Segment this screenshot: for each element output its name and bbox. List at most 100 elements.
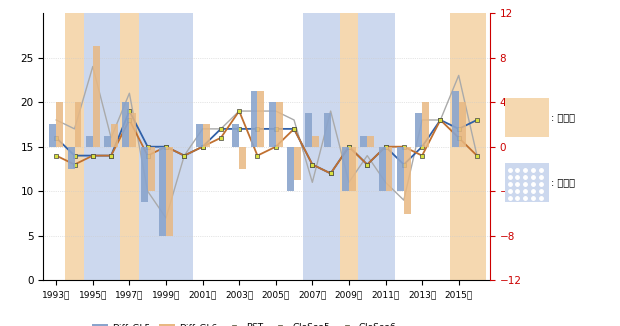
- GloSea5: [309, 163, 316, 167]
- Bar: [360, 136, 367, 147]
- Bar: [93, 46, 100, 147]
- BST: [455, 73, 463, 77]
- BST: [53, 118, 60, 122]
- GloSea6: [236, 109, 243, 113]
- GloSea6: [71, 163, 78, 167]
- GloSea5: [53, 136, 60, 140]
- GloSea6: [327, 171, 334, 175]
- GloSea6: [199, 145, 206, 149]
- GloSea6: [89, 154, 97, 157]
- BST: [107, 136, 115, 140]
- BST: [327, 109, 334, 113]
- BST: [382, 180, 389, 184]
- Bar: [159, 147, 166, 236]
- BST: [126, 91, 133, 95]
- BST: [345, 180, 353, 184]
- Bar: [422, 102, 429, 147]
- BST: [436, 118, 444, 122]
- Line: BST: BST: [56, 67, 477, 218]
- BST: [400, 198, 407, 202]
- Bar: [349, 147, 356, 191]
- Bar: [166, 147, 173, 236]
- GloSea5: [71, 154, 78, 157]
- Bar: [340, 13, 358, 280]
- BST: [272, 109, 280, 113]
- Bar: [111, 125, 118, 147]
- Bar: [294, 147, 301, 180]
- GloSea6: [436, 118, 444, 122]
- GloSea6: [455, 136, 463, 140]
- Bar: [250, 91, 257, 147]
- Bar: [148, 147, 154, 191]
- BST: [217, 127, 224, 131]
- GloSea5: [162, 145, 170, 149]
- Bar: [459, 102, 466, 147]
- GloSea5: [345, 145, 353, 149]
- Bar: [450, 13, 486, 280]
- GloSea5: [418, 145, 426, 149]
- Bar: [203, 125, 210, 147]
- GloSea5: [363, 163, 371, 167]
- GloSea6: [254, 154, 261, 157]
- Bar: [379, 147, 386, 191]
- Bar: [324, 113, 330, 147]
- BST: [363, 154, 371, 157]
- Legend: Diff_GL5, Diff_GL6, BST, GloSea5, GloSea6: Diff_GL5, Diff_GL6, BST, GloSea5, GloSea…: [89, 319, 400, 326]
- Bar: [306, 113, 312, 147]
- Bar: [239, 147, 246, 169]
- GloSea6: [107, 154, 115, 157]
- BST: [254, 109, 261, 113]
- Bar: [415, 113, 422, 147]
- Text: : 엘니뇨: : 엘니뇨: [551, 112, 575, 122]
- GloSea5: [382, 145, 389, 149]
- Bar: [232, 125, 239, 147]
- GloSea5: [455, 127, 463, 131]
- BST: [89, 65, 97, 68]
- GloSea5: [400, 163, 407, 167]
- GloSea5: [327, 171, 334, 175]
- GloSea6: [290, 127, 298, 131]
- Line: GloSea6: GloSea6: [54, 109, 479, 176]
- GloSea6: [180, 154, 188, 157]
- BST: [199, 127, 206, 131]
- GloSea5: [272, 127, 280, 131]
- GloSea5: [107, 154, 115, 157]
- BST: [309, 180, 316, 184]
- GloSea5: [473, 118, 480, 122]
- Bar: [138, 13, 193, 280]
- GloSea6: [53, 154, 60, 157]
- BST: [71, 127, 78, 131]
- BST: [418, 118, 426, 122]
- GloSea5: [180, 154, 188, 157]
- GloSea6: [382, 145, 389, 149]
- BST: [473, 154, 480, 157]
- Bar: [141, 147, 148, 202]
- Bar: [358, 13, 395, 280]
- Bar: [74, 102, 81, 147]
- Bar: [386, 147, 392, 191]
- Bar: [269, 102, 276, 147]
- Bar: [84, 13, 120, 280]
- BST: [144, 189, 151, 193]
- Bar: [49, 125, 56, 147]
- GloSea6: [144, 154, 151, 157]
- GloSea5: [290, 127, 298, 131]
- GloSea6: [345, 145, 353, 149]
- Bar: [65, 13, 102, 280]
- Bar: [397, 147, 404, 191]
- BST: [162, 216, 170, 220]
- Bar: [312, 136, 319, 147]
- Bar: [287, 147, 294, 191]
- Bar: [56, 102, 63, 147]
- Bar: [104, 136, 111, 147]
- GloSea6: [418, 154, 426, 157]
- Bar: [342, 147, 349, 191]
- Bar: [86, 136, 93, 147]
- GloSea6: [162, 145, 170, 149]
- Bar: [257, 91, 264, 147]
- Bar: [120, 13, 138, 280]
- GloSea6: [217, 136, 224, 140]
- GloSea6: [473, 154, 480, 157]
- Text: : 라니냐: : 라니냐: [551, 178, 575, 187]
- GloSea5: [144, 145, 151, 149]
